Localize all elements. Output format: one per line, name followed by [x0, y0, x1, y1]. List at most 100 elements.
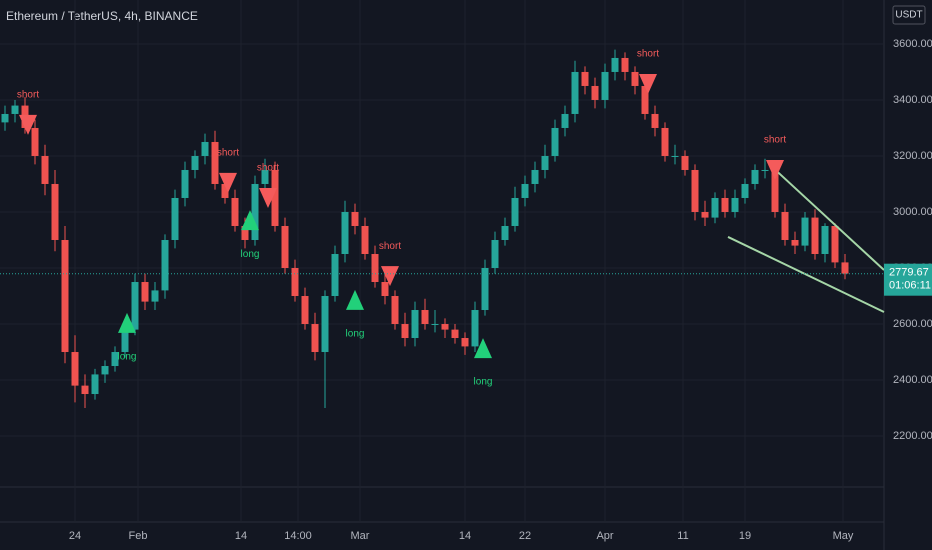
candle-body [251, 183, 259, 240]
candle-body [51, 183, 59, 240]
candle-body [671, 155, 679, 157]
candle-body [401, 324, 409, 339]
candle-body [791, 239, 799, 246]
candle-body [471, 310, 479, 347]
candle-body [571, 71, 579, 114]
signal-marker [346, 289, 364, 310]
candle-body [361, 225, 369, 254]
candle-body [81, 385, 89, 395]
signal-marker [118, 312, 136, 333]
signal-marker [19, 114, 37, 135]
signal-label: long [474, 377, 493, 388]
candle-body [301, 296, 309, 325]
candle-body [691, 169, 699, 212]
candle-body [621, 57, 629, 72]
candle-body [271, 169, 279, 226]
candle-body [681, 155, 689, 170]
candle-body [181, 169, 189, 198]
candle-body [721, 197, 729, 212]
candle-body [731, 197, 739, 212]
trendline [727, 236, 885, 313]
candle-body [121, 329, 129, 353]
candle-body [291, 268, 299, 297]
last-price-box [884, 263, 932, 296]
y-tick-label: 3600.00 [893, 38, 932, 50]
candle-body [411, 310, 419, 339]
candle-body [631, 71, 639, 86]
signal-label: short [17, 90, 39, 101]
candle-body [601, 71, 609, 100]
signal-label: short [217, 148, 239, 159]
currency[interactable]: USDT [895, 10, 922, 21]
candle-body [701, 211, 709, 218]
signal-marker [219, 172, 237, 193]
y-tick-label: 3400.00 [893, 94, 932, 106]
candle-body [41, 155, 49, 184]
x-tick-label: 14 [235, 530, 247, 542]
candle-body [311, 324, 319, 353]
y-tick-label: 2600.00 [893, 318, 932, 330]
candle-body [761, 169, 769, 171]
candle-body [151, 290, 159, 302]
candle-body [1, 113, 9, 123]
candle-body [431, 324, 439, 326]
x-tick-label: May [833, 530, 854, 542]
last-price-label: 2779.67 [889, 267, 929, 279]
signal-label: long [346, 329, 365, 340]
x-tick-label: 14:00 [284, 530, 312, 542]
candle-body [451, 329, 459, 339]
candle-body [841, 262, 849, 274]
candle-body [541, 155, 549, 170]
signal-label: short [257, 163, 279, 174]
candle-body [741, 183, 749, 198]
candle-body [581, 71, 589, 86]
x-tick-label: Mar [351, 530, 370, 542]
x-tick-label: Feb [129, 530, 148, 542]
candle-body [461, 338, 469, 347]
candle-body [131, 282, 139, 330]
candle-body [811, 217, 819, 254]
candle-body [371, 253, 379, 283]
candle-body [641, 85, 649, 114]
candle-body [781, 211, 789, 240]
candle-body [141, 282, 149, 302]
signal-label: long [241, 249, 260, 260]
candle-body [751, 169, 759, 184]
candle-body [801, 217, 809, 246]
signal-marker [259, 187, 277, 208]
candle-body [441, 324, 449, 330]
candle-body [91, 374, 99, 395]
candle-body [61, 239, 69, 353]
candle-body [661, 127, 669, 156]
candle-body [561, 113, 569, 128]
y-tick-label: 3200.00 [893, 150, 932, 162]
candle-body [421, 310, 429, 325]
signal-label: short [764, 135, 786, 146]
candle-body [391, 296, 399, 325]
candle-body [211, 141, 219, 184]
candle-body [591, 85, 599, 100]
candle-body [651, 113, 659, 128]
signal-marker [766, 159, 784, 180]
x-tick-label: Apr [596, 530, 613, 542]
candle-body [521, 183, 529, 198]
candle-body [101, 366, 109, 375]
signal-marker [639, 74, 657, 95]
candle-body [201, 141, 209, 156]
trendline [769, 164, 885, 271]
candle-body [161, 239, 169, 291]
candle-body [221, 183, 229, 198]
candle-body [321, 296, 329, 353]
y-tick-label: 2400.00 [893, 374, 932, 386]
candle-body [711, 197, 719, 218]
candle-body [231, 197, 239, 226]
x-tick-label: 11 [677, 530, 688, 542]
candle-body [281, 225, 289, 269]
signal-label: long [118, 352, 137, 363]
candle-body [111, 352, 119, 367]
signal-marker [381, 266, 399, 287]
currency-box[interactable] [892, 5, 926, 25]
y-tick-label: 3000.00 [893, 206, 932, 218]
